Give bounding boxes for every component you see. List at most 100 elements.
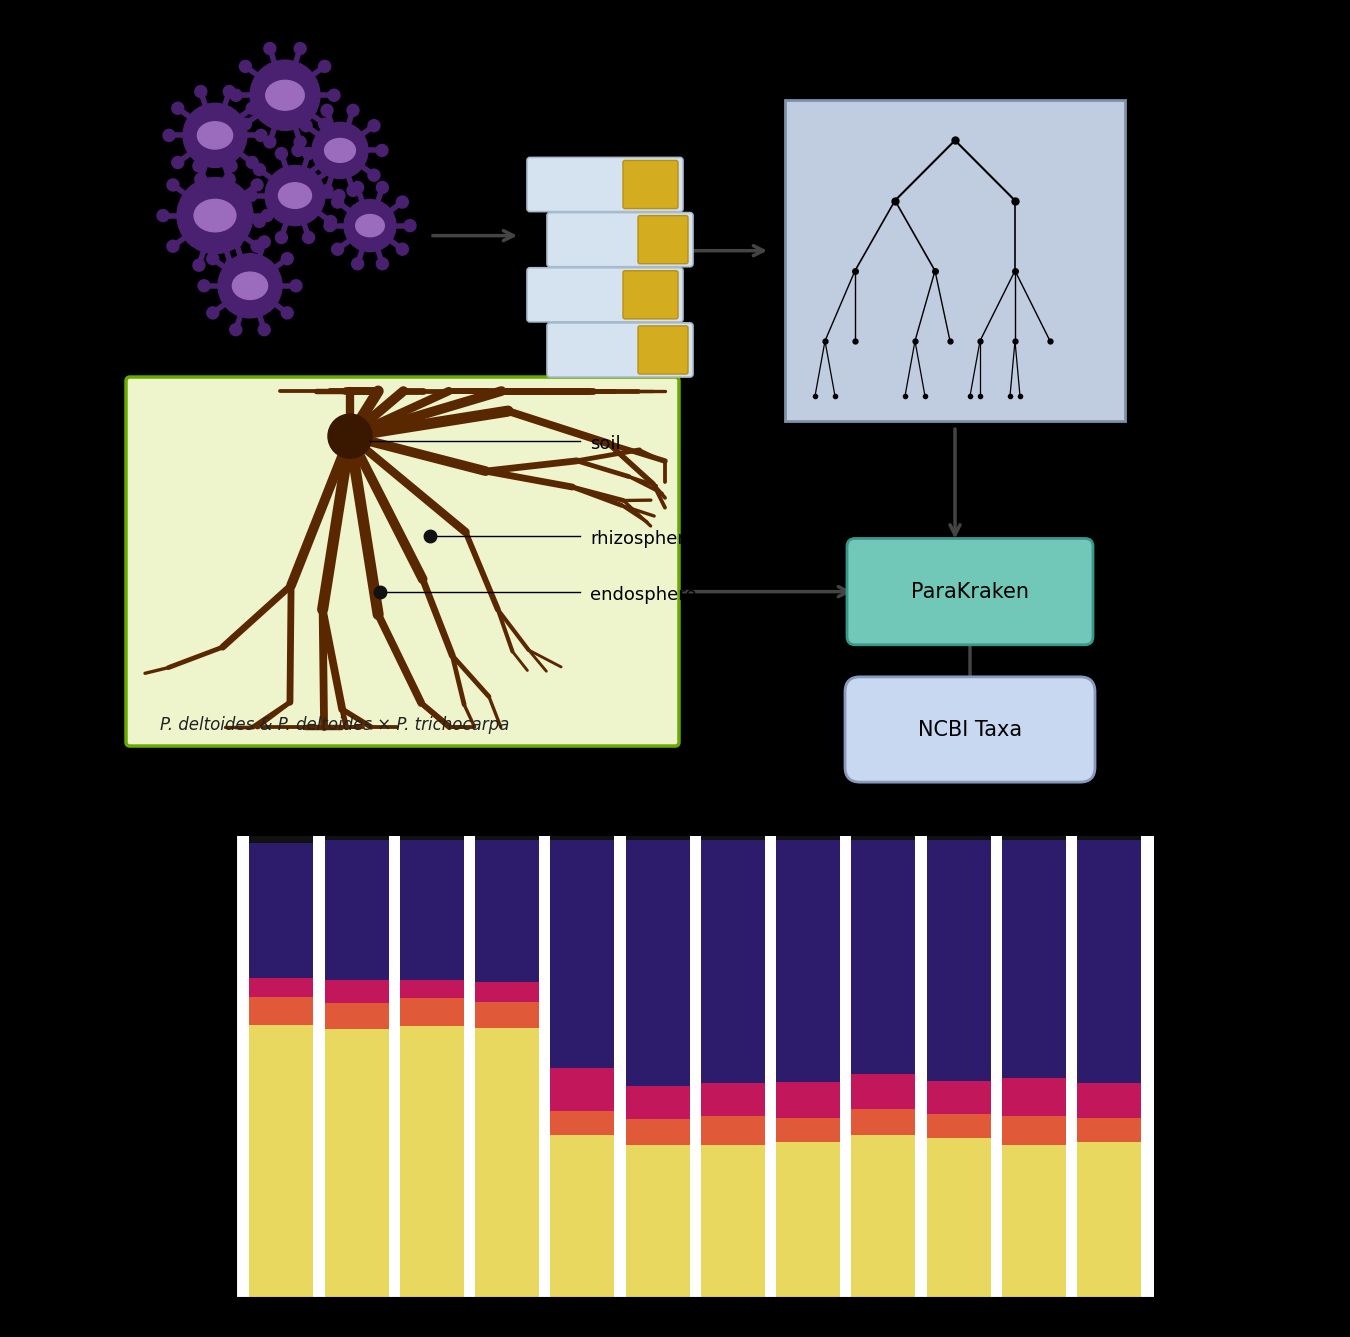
Circle shape [294,136,306,148]
Bar [475,836,539,840]
Bar [852,1074,915,1108]
Bar [1077,1118,1141,1142]
Circle shape [324,219,336,231]
Bar [250,1024,313,1297]
Circle shape [177,178,252,254]
FancyBboxPatch shape [526,267,683,322]
Circle shape [246,102,258,114]
Bar [852,836,915,840]
Bar [1077,836,1141,840]
Bar [324,980,389,1003]
Bar [625,1086,690,1119]
Bar [250,997,313,1024]
Circle shape [321,104,333,116]
Bar [926,840,991,1080]
Circle shape [251,241,263,253]
Circle shape [351,258,363,270]
Bar [701,840,765,1083]
Circle shape [184,103,247,167]
Bar [1002,840,1066,1078]
Circle shape [290,279,302,291]
Circle shape [255,130,267,142]
Circle shape [377,258,389,270]
Circle shape [328,414,373,459]
Circle shape [198,279,211,291]
Bar [475,1028,539,1297]
Circle shape [207,253,219,265]
Circle shape [369,119,379,131]
Bar [625,840,690,1086]
Bar [324,840,389,980]
Bar [852,1135,915,1297]
Circle shape [193,160,205,172]
Circle shape [347,104,359,116]
Circle shape [223,174,235,186]
Bar [776,1118,840,1142]
Circle shape [369,170,379,182]
Ellipse shape [266,80,304,110]
Circle shape [254,215,266,227]
Circle shape [258,235,270,247]
Bar [1077,1142,1141,1297]
Circle shape [281,308,293,320]
Circle shape [225,259,238,271]
Circle shape [328,90,340,102]
Ellipse shape [355,214,385,237]
Circle shape [163,130,176,142]
Bar [625,1144,690,1297]
Circle shape [404,219,416,231]
Text: NCBI Taxa: NCBI Taxa [918,721,1022,739]
FancyBboxPatch shape [547,213,693,266]
Bar [551,840,614,1068]
Bar [625,1119,690,1144]
Circle shape [377,144,387,156]
Circle shape [254,163,266,175]
Bar [926,1114,991,1138]
Circle shape [251,179,263,191]
Bar [926,836,991,840]
Bar [776,1083,840,1118]
Circle shape [225,160,238,172]
Circle shape [244,190,256,202]
Bar [852,1108,915,1135]
Bar [400,1025,464,1297]
Circle shape [324,163,336,175]
Bar [324,1029,389,1297]
Circle shape [167,241,180,253]
Bar [852,840,915,1074]
Bar [250,977,313,997]
Circle shape [171,156,184,168]
Circle shape [194,86,207,98]
Circle shape [275,147,288,159]
Bar [475,840,539,983]
FancyBboxPatch shape [126,377,679,746]
Ellipse shape [197,122,232,148]
Circle shape [171,102,184,114]
Circle shape [265,166,325,226]
Circle shape [193,259,205,271]
Bar [776,840,840,1083]
Circle shape [377,182,389,194]
Circle shape [246,156,258,168]
Bar [400,840,464,980]
Circle shape [294,43,306,55]
Bar [400,980,464,997]
Bar [400,836,464,840]
Bar [1002,1116,1066,1144]
Bar [1002,1144,1066,1297]
Circle shape [263,43,275,55]
Bar [475,983,539,1001]
Circle shape [333,190,346,202]
Circle shape [324,215,336,227]
Text: rhizosphere: rhizosphere [590,531,695,548]
Bar [776,836,840,840]
Text: P. deltoides & P. deltoides × P. trichocarpa: P. deltoides & P. deltoides × P. trichoc… [161,717,509,734]
Text: endosphere: endosphere [590,586,697,603]
Bar [324,1003,389,1029]
Circle shape [302,231,315,243]
Bar [551,836,614,840]
Bar [551,1111,614,1135]
Ellipse shape [194,199,236,231]
Circle shape [230,90,242,102]
Y-axis label: Read Percent: Read Percent [177,1007,194,1126]
